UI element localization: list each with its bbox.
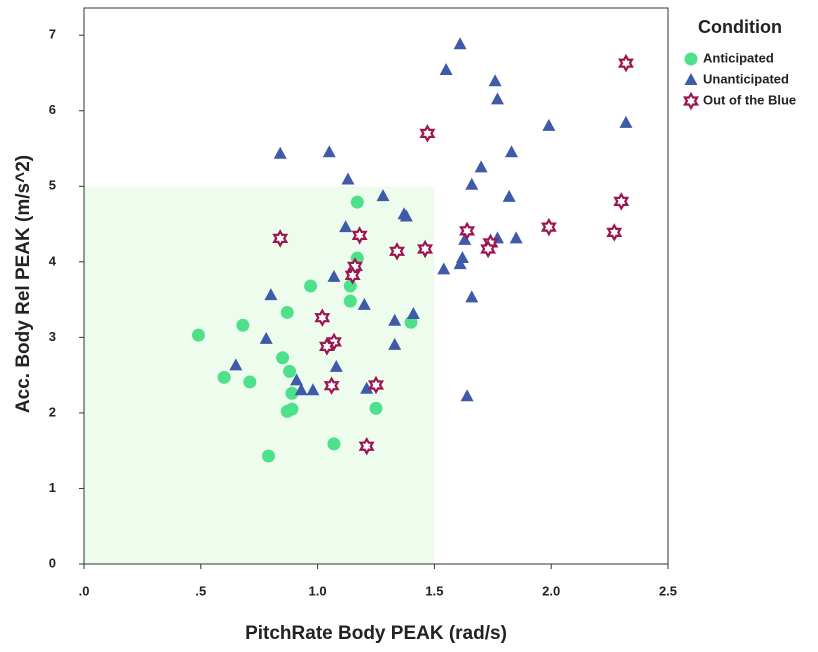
- y-tick-label: 6: [49, 102, 56, 117]
- point: [323, 376, 340, 395]
- point: [480, 239, 497, 259]
- x-tick-label: 2.0: [542, 583, 560, 598]
- legend-label: Anticipated: [703, 50, 774, 65]
- point: [388, 313, 402, 326]
- y-tick-label: 7: [49, 27, 56, 42]
- plot-frame: [83, 7, 669, 565]
- point: [369, 401, 383, 415]
- point: [540, 217, 557, 237]
- y-tick-label: 4: [49, 253, 57, 268]
- point: [243, 375, 257, 389]
- point: [283, 364, 297, 378]
- point: [339, 220, 353, 233]
- legend-label: Out of the Blue: [703, 92, 796, 107]
- point: [273, 146, 287, 159]
- point: [294, 383, 308, 396]
- point: [613, 192, 630, 211]
- point: [262, 449, 276, 463]
- point: [360, 381, 374, 394]
- point: [276, 351, 290, 365]
- point: [322, 145, 336, 158]
- y-tick-label: 0: [49, 555, 56, 570]
- x-tick-label: 2.5: [659, 583, 677, 598]
- point: [358, 436, 375, 456]
- legend-marker: [682, 91, 700, 111]
- legend-title: Condition: [698, 17, 782, 37]
- point: [453, 257, 467, 270]
- point: [306, 383, 320, 396]
- point: [488, 74, 502, 87]
- point: [272, 229, 289, 248]
- point: [376, 189, 390, 202]
- point: [280, 305, 294, 319]
- point: [329, 359, 343, 372]
- x-tick-label: 1.0: [309, 583, 327, 598]
- point: [459, 221, 476, 241]
- point: [327, 269, 341, 282]
- point: [388, 337, 402, 350]
- y-tick-label: 3: [49, 329, 56, 344]
- point: [465, 290, 479, 303]
- point: [350, 195, 364, 209]
- point: [460, 389, 474, 402]
- point: [290, 373, 304, 386]
- point: [502, 189, 516, 202]
- point: [285, 402, 299, 416]
- legend-marker: [684, 52, 698, 66]
- point: [419, 124, 436, 143]
- point: [236, 318, 250, 332]
- point: [285, 386, 299, 400]
- point: [453, 37, 467, 50]
- point: [458, 232, 472, 245]
- point: [504, 145, 518, 158]
- point: [606, 223, 623, 242]
- point: [344, 266, 361, 285]
- point: [264, 288, 278, 301]
- point: [229, 358, 243, 371]
- legend-label: Unanticipated: [703, 71, 789, 86]
- point: [343, 294, 357, 308]
- point: [217, 370, 231, 384]
- point: [490, 92, 504, 105]
- point: [304, 279, 318, 293]
- point: [617, 53, 634, 73]
- point: [318, 337, 335, 356]
- point: [619, 115, 633, 128]
- y-tick-label: 2: [49, 404, 56, 419]
- x-tick-label: .0: [79, 583, 90, 598]
- point: [406, 306, 420, 319]
- point: [367, 375, 385, 395]
- point: [327, 437, 341, 451]
- y-tick-label: 5: [49, 178, 56, 193]
- x-axis-title: PitchRate Body PEAK (rad/s): [245, 623, 507, 644]
- point: [465, 177, 479, 190]
- point: [474, 160, 488, 173]
- point: [404, 315, 418, 329]
- point: [389, 242, 406, 261]
- x-tick-label: 1.5: [425, 583, 443, 598]
- point: [341, 172, 355, 185]
- y-axis-title: Acc. Body Rel PEAK (m/s^2): [13, 155, 34, 413]
- point: [314, 308, 331, 327]
- point: [439, 62, 453, 75]
- legend-marker: [684, 73, 698, 85]
- point: [399, 209, 413, 222]
- point: [343, 279, 357, 293]
- highlight-region: [84, 186, 435, 565]
- point: [351, 226, 368, 245]
- point: [509, 231, 523, 244]
- x-tick-label: .5: [195, 583, 206, 598]
- point: [357, 297, 371, 310]
- point: [437, 262, 451, 275]
- point: [417, 239, 434, 259]
- point: [259, 331, 273, 344]
- point: [191, 328, 205, 342]
- point: [542, 118, 556, 131]
- y-tick-label: 1: [49, 480, 56, 495]
